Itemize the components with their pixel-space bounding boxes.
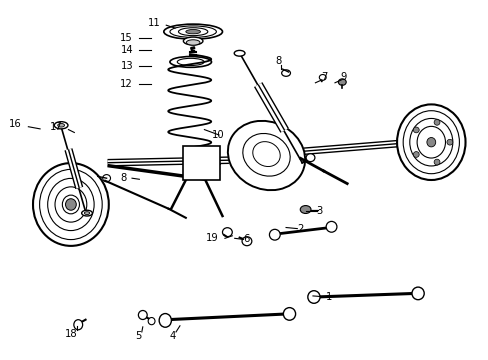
Ellipse shape bbox=[33, 163, 108, 246]
Text: 6: 6 bbox=[243, 234, 249, 244]
Ellipse shape bbox=[62, 195, 79, 214]
Ellipse shape bbox=[319, 75, 325, 80]
Ellipse shape bbox=[186, 40, 200, 45]
Ellipse shape bbox=[65, 199, 76, 210]
Ellipse shape bbox=[74, 320, 82, 330]
Text: 9: 9 bbox=[340, 72, 346, 82]
Text: 17: 17 bbox=[50, 122, 62, 132]
Text: 1: 1 bbox=[325, 292, 332, 302]
Ellipse shape bbox=[396, 104, 465, 180]
Text: 13: 13 bbox=[120, 60, 133, 71]
Text: 12: 12 bbox=[120, 78, 133, 89]
Ellipse shape bbox=[433, 120, 439, 125]
Text: 10: 10 bbox=[212, 130, 224, 140]
Text: 18: 18 bbox=[64, 329, 77, 339]
Text: 8: 8 bbox=[274, 56, 281, 66]
Text: 8: 8 bbox=[120, 173, 126, 183]
Text: 19: 19 bbox=[206, 233, 219, 243]
Ellipse shape bbox=[222, 228, 232, 237]
Ellipse shape bbox=[338, 79, 346, 85]
Text: 15: 15 bbox=[120, 33, 133, 43]
Ellipse shape bbox=[234, 50, 244, 56]
Text: 14: 14 bbox=[120, 45, 133, 55]
Text: 7: 7 bbox=[321, 72, 327, 82]
Text: 3: 3 bbox=[316, 206, 322, 216]
Ellipse shape bbox=[426, 138, 435, 147]
Ellipse shape bbox=[416, 126, 445, 158]
Ellipse shape bbox=[412, 127, 418, 133]
Ellipse shape bbox=[325, 221, 336, 232]
Ellipse shape bbox=[283, 307, 295, 320]
Ellipse shape bbox=[183, 37, 203, 45]
Text: 4: 4 bbox=[169, 330, 176, 341]
Ellipse shape bbox=[58, 123, 64, 127]
Ellipse shape bbox=[412, 152, 418, 157]
Ellipse shape bbox=[305, 154, 314, 162]
Text: 5: 5 bbox=[135, 330, 142, 341]
Text: 11: 11 bbox=[147, 18, 160, 28]
Ellipse shape bbox=[170, 57, 211, 67]
Ellipse shape bbox=[433, 159, 439, 165]
Ellipse shape bbox=[446, 139, 452, 145]
Ellipse shape bbox=[54, 122, 68, 129]
Ellipse shape bbox=[148, 318, 155, 325]
Ellipse shape bbox=[81, 210, 92, 216]
Ellipse shape bbox=[227, 121, 305, 190]
Ellipse shape bbox=[185, 30, 200, 34]
Ellipse shape bbox=[138, 310, 147, 320]
Ellipse shape bbox=[300, 206, 310, 213]
Ellipse shape bbox=[159, 314, 171, 327]
Ellipse shape bbox=[242, 237, 251, 246]
Ellipse shape bbox=[411, 287, 424, 300]
Ellipse shape bbox=[84, 212, 89, 215]
Ellipse shape bbox=[269, 229, 280, 240]
Bar bbox=[183, 146, 220, 180]
Text: 2: 2 bbox=[296, 224, 303, 234]
Ellipse shape bbox=[307, 291, 320, 303]
Text: 16: 16 bbox=[9, 119, 22, 129]
